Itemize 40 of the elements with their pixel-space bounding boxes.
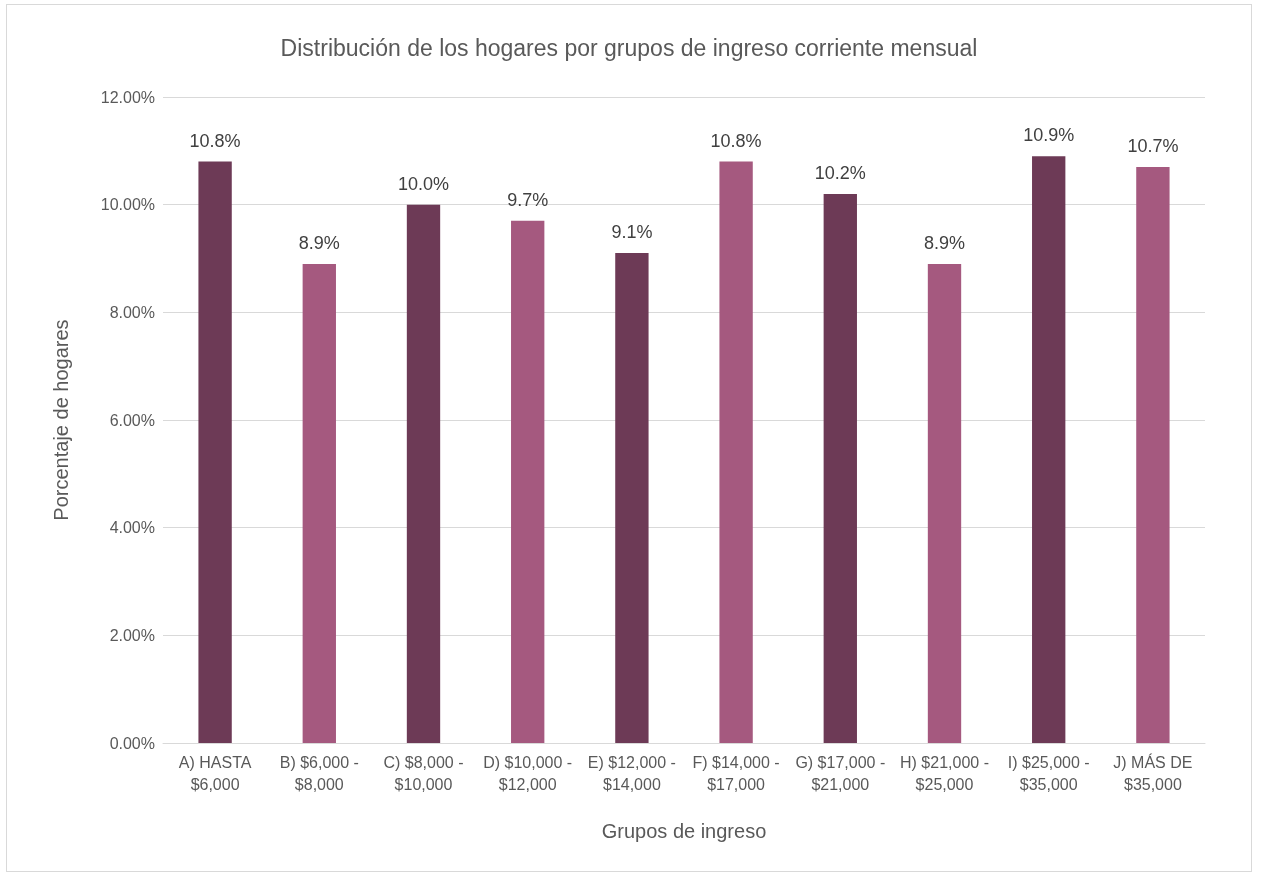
data-label: 9.7% [507, 189, 549, 210]
y-tick-label: 12.00% [100, 88, 155, 106]
x-tick-label: E) $12,000 - $14,000 [587, 753, 676, 793]
bar [406, 204, 441, 743]
x-axis-title: Grupos de ingreso [601, 820, 767, 842]
data-label: 10.8% [189, 130, 241, 151]
data-label: 8.9% [923, 232, 966, 253]
bar [927, 263, 962, 743]
x-tick-label: H) $21,000 - $25,000 [900, 753, 989, 793]
data-label: 10.9% [1023, 125, 1075, 146]
y-tick-label: 8.00% [109, 303, 155, 321]
x-tick-label: C) $8,000 - $10,000 [383, 753, 464, 793]
bar [1032, 156, 1066, 743]
bar [1136, 166, 1170, 743]
bar [615, 253, 649, 743]
y-tick-label: 4.00% [109, 519, 155, 537]
x-tick-label: D) $10,000 - $12,000 [483, 753, 573, 793]
y-axis-title: Porcentaje de hogares [50, 319, 72, 521]
bar [511, 220, 545, 743]
data-label: 10.8% [710, 130, 762, 151]
x-tick-label: A) HASTA $6,000 [178, 753, 252, 793]
y-tick-label: 0.00% [109, 734, 155, 752]
y-tick-label: 2.00% [109, 626, 155, 644]
x-tick-label: J) MÁS DE $35,000 [1113, 752, 1193, 793]
data-label: 10.0% [397, 173, 450, 194]
data-label: 10.2% [814, 162, 866, 183]
data-label: 9.1% [611, 222, 653, 243]
data-label: 8.9% [298, 232, 340, 253]
y-tick-label: 6.00% [109, 411, 155, 429]
x-tick-label: I) $25,000 - $35,000 [1007, 753, 1090, 793]
y-tick-label: 10.00% [100, 196, 155, 214]
bar [302, 263, 336, 743]
bar [719, 161, 753, 743]
bar [823, 193, 857, 743]
x-tick-label: G) $17,000 - $21,000 [795, 753, 886, 793]
chart-title: Distribución de los hogares por grupos de ingreso corriente mensual [280, 34, 978, 61]
bar [198, 161, 232, 743]
data-label: 10.7% [1127, 135, 1179, 156]
x-tick-label: F) $14,000 - $17,000 [692, 753, 780, 793]
x-tick-label: B) $6,000 - $8,000 [279, 753, 359, 793]
